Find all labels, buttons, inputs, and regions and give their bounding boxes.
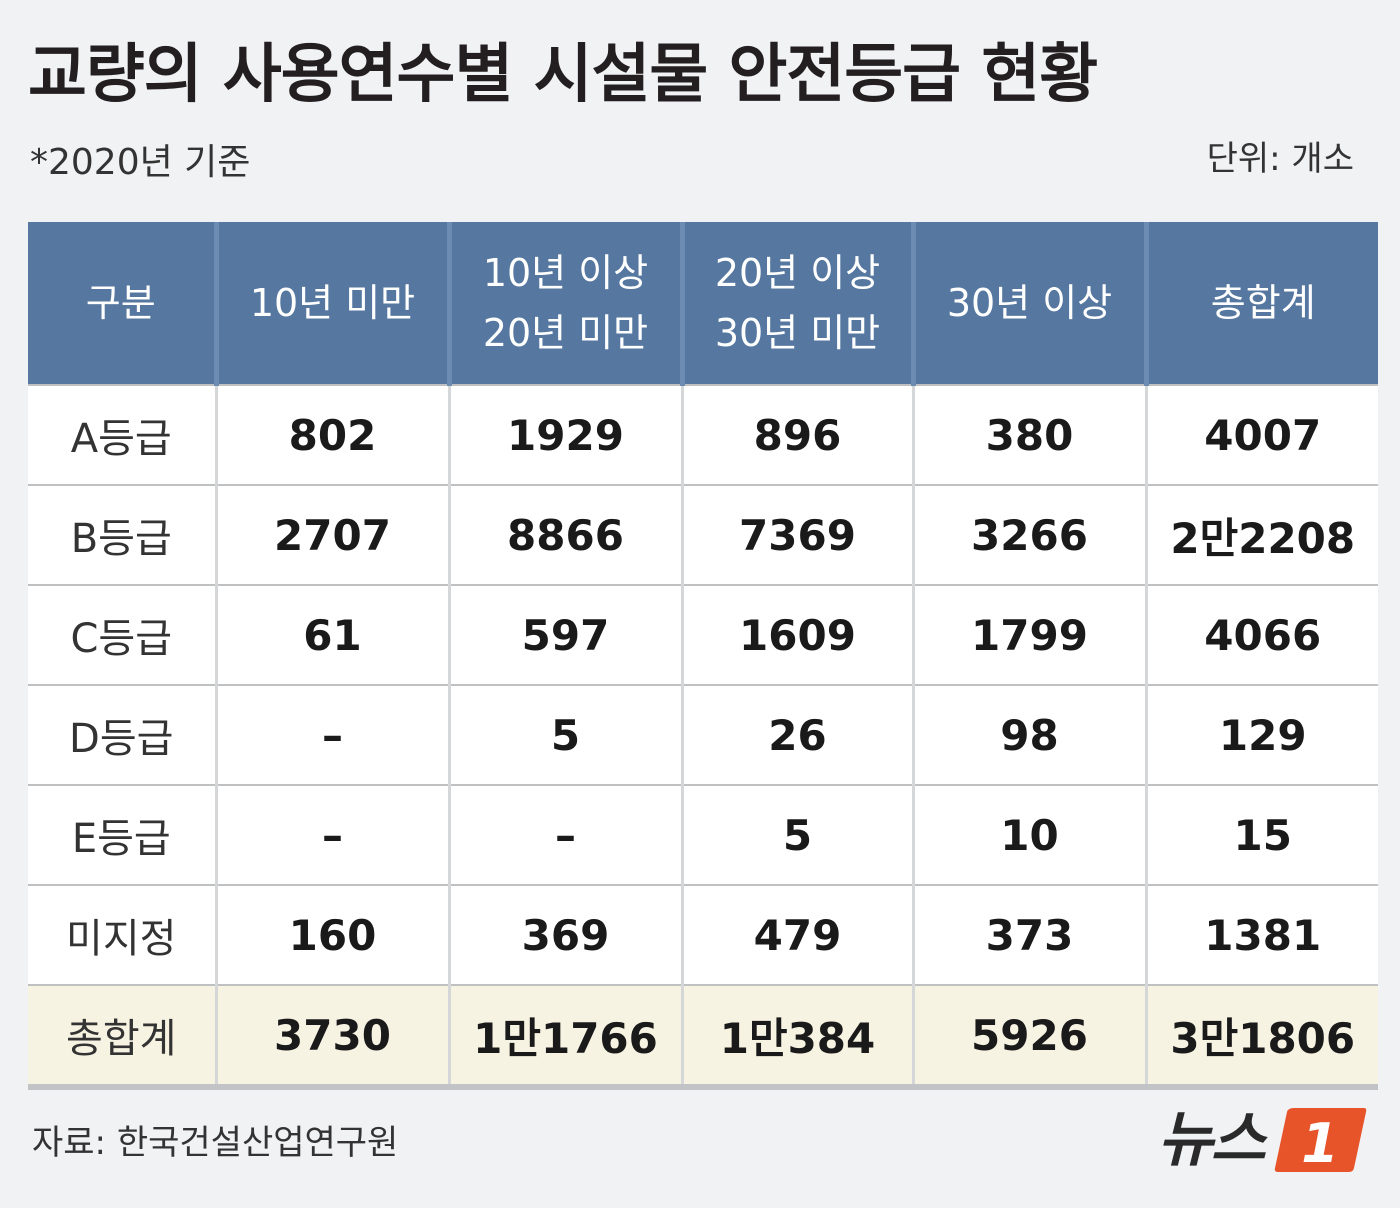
table-cell: 8866 <box>447 484 682 585</box>
table-cell: 5 <box>680 784 913 885</box>
table-cell: 1만1766 <box>447 984 682 1090</box>
chart-subtitle: *2020년 기준 <box>30 142 251 183</box>
row-label: 총합계 <box>28 984 216 1090</box>
table-row: C등급 61 597 1609 1799 4066 <box>28 584 1378 685</box>
table-cell: – <box>214 684 449 785</box>
table-cell: 3730 <box>214 984 449 1090</box>
table-row: 미지정 160 369 479 373 1381 <box>28 884 1378 985</box>
table-cell: 129 <box>1144 684 1378 785</box>
table-body: A등급 802 1929 896 380 4007 B등급 2707 8866 7369 3266 2… <box>28 384 1378 1090</box>
table-cell: 1799 <box>911 584 1146 685</box>
table-cell: 15 <box>1144 784 1378 885</box>
table-cell: 4007 <box>1144 384 1378 485</box>
table-header-row: 구분 10년 미만 10년 이상 20년 미만 20년 이상 30년 미만 30년 … <box>28 222 1378 385</box>
table-cell: 26 <box>680 684 913 785</box>
table-cell: 5 <box>447 684 682 785</box>
column-header: 총합계 <box>1143 222 1378 385</box>
table-cell: 597 <box>447 584 682 685</box>
row-label: D등급 <box>28 684 216 785</box>
source-credit: 자료: 한국건설산업연구원 <box>32 1123 399 1163</box>
table-cell: 1609 <box>680 584 913 685</box>
row-label: B등급 <box>28 484 216 585</box>
table-cell: 1만384 <box>680 984 913 1090</box>
table-row: B등급 2707 8866 7369 3266 2만2208 <box>28 484 1378 585</box>
table-row: D등급 –5 26 98 129 <box>28 684 1378 785</box>
table-cell: 7369 <box>680 484 913 585</box>
table-cell: 160 <box>214 884 449 985</box>
table-cell: – <box>447 784 682 885</box>
table-row: E등급 – –5 10 15 <box>28 784 1378 885</box>
table-cell: 5926 <box>911 984 1146 1090</box>
svg-text:1: 1 <box>1301 1112 1339 1174</box>
row-label: A등급 <box>28 384 216 485</box>
table-cell: 373 <box>911 884 1146 985</box>
table-cell: 2만2208 <box>1144 484 1378 585</box>
unit-label: 단위: 개소 <box>1206 139 1354 179</box>
column-header: 20년 이상 30년 미만 <box>679 222 913 385</box>
table-cell: 10 <box>911 784 1146 885</box>
column-header: 10년 미만 <box>213 222 449 385</box>
table-cell: 3만1806 <box>1144 984 1378 1090</box>
table-cell: 3266 <box>911 484 1146 585</box>
table-cell: 802 <box>214 384 449 485</box>
table-cell: – <box>214 784 449 885</box>
table-cell: 896 <box>680 384 913 485</box>
column-header: 30년 이상 <box>910 222 1146 385</box>
data-table: 구분 10년 미만 10년 이상 20년 미만 20년 이상 30년 미만 30년 … <box>28 222 1378 1090</box>
column-header: 10년 이상 20년 미만 <box>446 222 682 385</box>
row-label: 미지정 <box>28 884 216 985</box>
table-cell: 1929 <box>447 384 682 485</box>
table-cell: 1381 <box>1144 884 1378 985</box>
table-cell: 61 <box>214 584 449 685</box>
news1-logo: 뉴스 1 <box>1158 1100 1368 1180</box>
row-label: C등급 <box>28 584 216 685</box>
table-cell: 380 <box>911 384 1146 485</box>
logo-mark-icon: 1 <box>1274 1108 1367 1174</box>
table-cell: 479 <box>680 884 913 985</box>
column-header: 구분 <box>28 222 216 385</box>
row-label: E등급 <box>28 784 216 885</box>
table-cell: 369 <box>447 884 682 985</box>
table-row: A등급 802 1929 896 380 4007 <box>28 384 1378 485</box>
chart-title: 교량의 사용연수별 시설물 안전등급 현황 <box>28 38 1098 112</box>
total-row: 총합계 3730 1만1766 1만384 5926 3만1806 <box>28 984 1378 1090</box>
logo-text: 뉴스 <box>1157 1105 1266 1175</box>
table-cell: 98 <box>911 684 1146 785</box>
table-cell: 2707 <box>214 484 449 585</box>
table-cell: 4066 <box>1144 584 1378 685</box>
